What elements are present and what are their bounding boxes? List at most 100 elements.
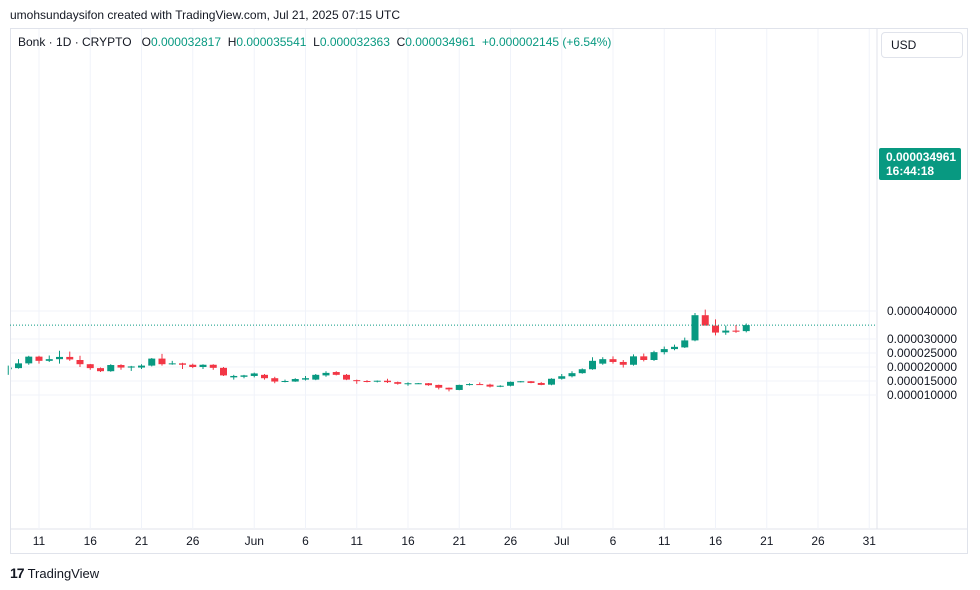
candle[interactable] — [230, 374, 238, 380]
grid-lines — [11, 29, 967, 530]
candle[interactable] — [199, 364, 207, 369]
high-value: 0.000035541 — [236, 35, 307, 49]
candle[interactable] — [507, 381, 514, 387]
candle-body — [107, 365, 115, 372]
x-tick-label: 16 — [84, 534, 98, 548]
candle[interactable] — [261, 374, 268, 380]
candle-body — [630, 356, 637, 365]
x-tick-label: 6 — [610, 534, 617, 548]
candle[interactable] — [209, 364, 217, 370]
candle-body — [548, 378, 555, 385]
candle[interactable] — [107, 364, 115, 372]
candle[interactable] — [589, 357, 596, 370]
candle[interactable] — [548, 378, 555, 386]
candle[interactable] — [291, 378, 299, 382]
candle[interactable] — [568, 371, 576, 378]
candle[interactable] — [517, 381, 525, 383]
candle[interactable] — [630, 354, 637, 366]
last-price-tag: 0.000034961 16:44:18 — [879, 148, 961, 180]
candle[interactable] — [322, 371, 330, 377]
candle[interactable] — [353, 379, 361, 384]
candle-body — [35, 356, 43, 361]
candle[interactable] — [373, 380, 381, 383]
candle[interactable] — [414, 382, 422, 385]
candle[interactable] — [332, 371, 340, 376]
candle[interactable] — [619, 360, 627, 368]
candle[interactable] — [168, 360, 176, 365]
candle[interactable] — [466, 383, 473, 386]
candle[interactable] — [609, 356, 617, 364]
candle[interactable] — [681, 337, 689, 348]
x-tick-label: 16 — [401, 534, 415, 548]
candle[interactable] — [599, 357, 607, 365]
candle[interactable] — [558, 374, 566, 380]
candle[interactable] — [384, 378, 391, 383]
x-tick-label: 21 — [760, 534, 774, 548]
candle[interactable] — [660, 346, 668, 355]
candle[interactable] — [742, 323, 750, 333]
candle[interactable] — [127, 365, 135, 371]
open-label: O — [141, 35, 151, 49]
candle-body — [97, 368, 104, 372]
candle-body — [599, 359, 607, 364]
candle[interactable] — [527, 381, 535, 384]
candle[interactable] — [363, 380, 371, 383]
x-tick-label: Jun — [245, 534, 264, 548]
candle[interactable] — [76, 355, 84, 367]
candle[interactable] — [476, 382, 484, 386]
candle[interactable] — [56, 350, 63, 364]
candle[interactable] — [117, 364, 125, 370]
candle-body — [394, 382, 402, 384]
candle-body — [179, 363, 186, 365]
candle[interactable] — [25, 355, 33, 365]
candle-body — [138, 365, 145, 368]
candle[interactable] — [496, 385, 504, 388]
candle[interactable] — [97, 367, 104, 373]
candle[interactable] — [15, 359, 22, 369]
candle-body — [240, 375, 248, 377]
candle[interactable] — [35, 355, 43, 364]
candle[interactable] — [240, 374, 248, 379]
candle[interactable] — [271, 376, 279, 384]
candle[interactable] — [425, 382, 432, 386]
candle[interactable] — [7, 365, 12, 375]
currency-button[interactable]: USD — [881, 32, 963, 58]
x-tick-label: 6 — [302, 534, 309, 548]
candle[interactable] — [732, 325, 740, 333]
candle[interactable] — [691, 312, 699, 342]
candle[interactable] — [45, 355, 53, 362]
candle[interactable] — [148, 358, 156, 367]
candle-body — [199, 364, 207, 367]
candle[interactable] — [250, 372, 258, 378]
candle[interactable] — [445, 387, 453, 392]
candle[interactable] — [486, 383, 494, 388]
tradingview-logo[interactable]: 17 TradingView — [10, 565, 99, 581]
candle[interactable] — [343, 374, 350, 381]
candle[interactable] — [302, 375, 309, 381]
candle[interactable] — [220, 367, 227, 376]
candle[interactable] — [179, 362, 186, 369]
candle[interactable] — [671, 344, 678, 351]
candle[interactable] — [394, 381, 402, 385]
candle-body — [343, 374, 350, 380]
candle[interactable] — [86, 363, 94, 370]
candle-body — [486, 384, 494, 387]
candle-body — [322, 372, 330, 376]
candle[interactable] — [66, 351, 74, 361]
candle[interactable] — [640, 353, 648, 362]
candle[interactable] — [138, 364, 145, 369]
candle[interactable] — [189, 363, 197, 369]
candle[interactable] — [722, 325, 730, 335]
candle[interactable] — [312, 374, 320, 381]
candle[interactable] — [578, 368, 586, 374]
candle[interactable] — [701, 309, 709, 326]
candle[interactable] — [404, 382, 412, 386]
candle[interactable] — [281, 379, 289, 383]
candle[interactable] — [537, 382, 545, 386]
candle[interactable] — [435, 384, 443, 390]
candle[interactable] — [712, 319, 719, 336]
candle[interactable] — [455, 384, 463, 391]
candle[interactable] — [158, 353, 166, 366]
candle[interactable] — [650, 350, 658, 361]
